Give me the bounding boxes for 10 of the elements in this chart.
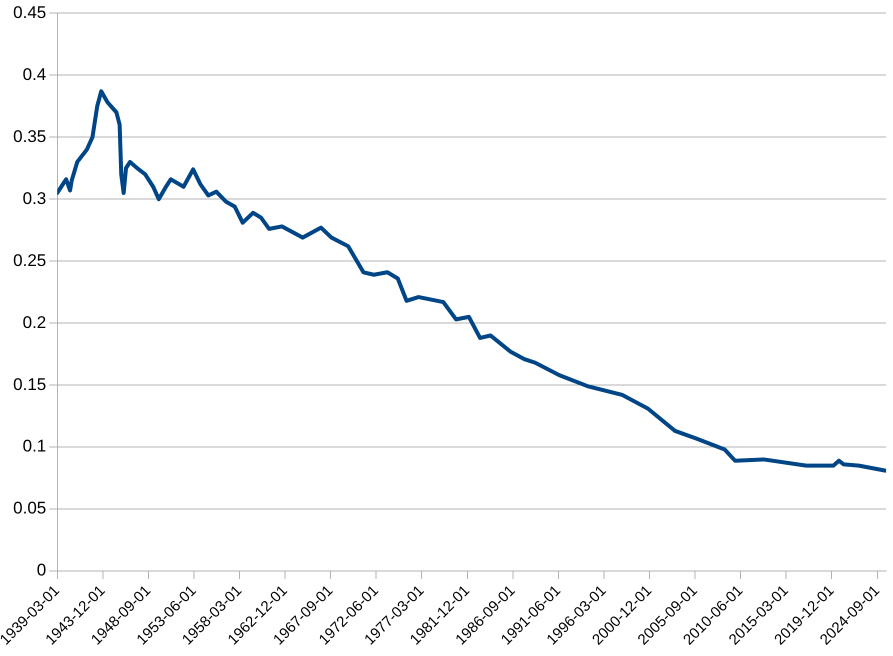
y-tick-label: 0.1 (22, 436, 46, 456)
y-tick-label: 0.35 (13, 126, 46, 146)
y-tick-label: 0.45 (13, 2, 46, 22)
y-tick-label: 0.3 (22, 188, 46, 208)
y-tick-label: 0.4 (22, 64, 46, 84)
y-tick-label: 0.05 (13, 498, 46, 518)
y-tick-label: 0 (36, 560, 46, 580)
y-tick-label: 0.25 (13, 250, 46, 270)
y-tick-label: 0.2 (22, 312, 46, 332)
y-tick-label: 0.15 (13, 374, 46, 394)
